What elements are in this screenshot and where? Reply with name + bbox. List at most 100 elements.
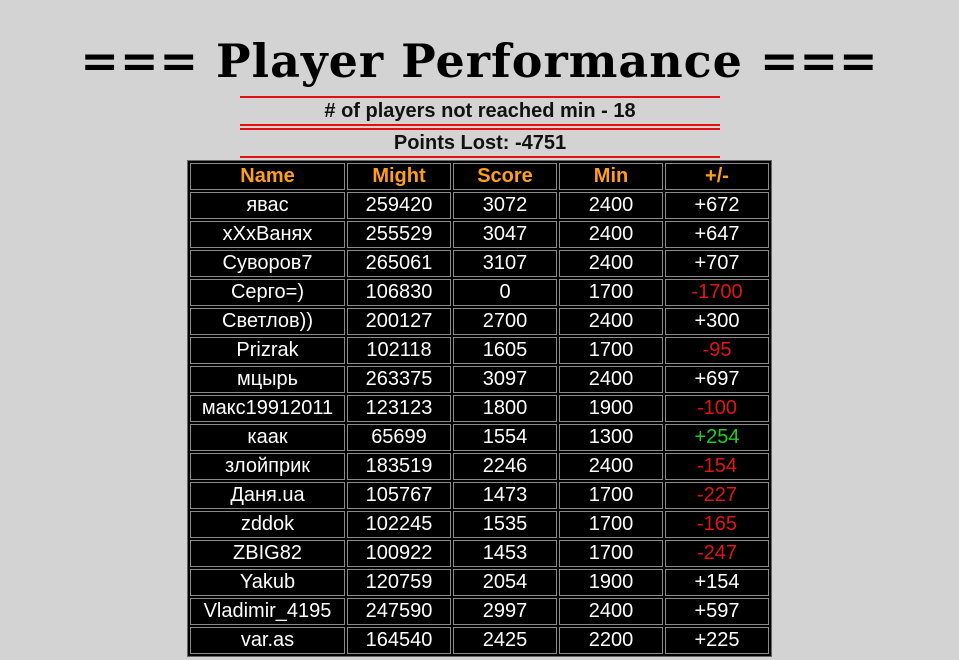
cell-name: zddok [190, 511, 345, 538]
cell-score: 2246 [453, 453, 557, 480]
cell-name: Vladimir_4195 [190, 598, 345, 625]
cell-name: Даня.ua [190, 482, 345, 509]
cell-diff: +597 [665, 598, 769, 625]
table-row: ZBIG82 100922 1453 1700 -247 [190, 540, 769, 567]
cell-diff: +697 [665, 366, 769, 393]
cell-might: 102118 [347, 337, 451, 364]
cell-name: макс19912011 [190, 395, 345, 422]
cell-min: 1300 [559, 424, 663, 451]
cell-min: 1900 [559, 569, 663, 596]
table-row: Prizrak 102118 1605 1700 -95 [190, 337, 769, 364]
cell-might: 200127 [347, 308, 451, 335]
cell-min: 1700 [559, 279, 663, 306]
column-header-min: Min [559, 163, 663, 190]
table-row: явас 259420 3072 2400 +672 [190, 192, 769, 219]
cell-min: 2400 [559, 308, 663, 335]
cell-min: 1700 [559, 540, 663, 567]
cell-min: 2200 [559, 627, 663, 654]
cell-name: Суворов7 [190, 250, 345, 277]
cell-might: 105767 [347, 482, 451, 509]
cell-score: 1554 [453, 424, 557, 451]
table-row: Серго=) 106830 0 1700 -1700 [190, 279, 769, 306]
cell-diff: -154 [665, 453, 769, 480]
cell-score: 3072 [453, 192, 557, 219]
cell-might: 164540 [347, 627, 451, 654]
cell-might: 123123 [347, 395, 451, 422]
cell-diff: -95 [665, 337, 769, 364]
table-row: макс19912011 123123 1800 1900 -100 [190, 395, 769, 422]
cell-score: 1800 [453, 395, 557, 422]
cell-might: 120759 [347, 569, 451, 596]
table-row: каак 65699 1554 1300 +254 [190, 424, 769, 451]
cell-diff: -247 [665, 540, 769, 567]
column-header-might: Might [347, 163, 451, 190]
table-row: var.as 164540 2425 2200 +225 [190, 627, 769, 654]
cell-might: 183519 [347, 453, 451, 480]
cell-name: мцырь [190, 366, 345, 393]
table-row: zddok 102245 1535 1700 -165 [190, 511, 769, 538]
table-body: явас 259420 3072 2400 +672 xXxВанях 255529 3047… [190, 192, 769, 654]
table-row: злойприк 183519 2246 2400 -154 [190, 453, 769, 480]
cell-diff: +225 [665, 627, 769, 654]
cell-diff: +300 [665, 308, 769, 335]
cell-diff: +707 [665, 250, 769, 277]
cell-name: каак [190, 424, 345, 451]
cell-min: 1700 [559, 337, 663, 364]
table-row: мцырь 263375 3097 2400 +697 [190, 366, 769, 393]
player-performance-table: Name Might Score Min +/- явас 259420 3072 2… [187, 160, 772, 657]
cell-diff: -100 [665, 395, 769, 422]
cell-min: 2400 [559, 598, 663, 625]
column-header-diff: +/- [665, 163, 769, 190]
cell-name: ZBIG82 [190, 540, 345, 567]
table-row: Yakub 120759 2054 1900 +154 [190, 569, 769, 596]
cell-might: 65699 [347, 424, 451, 451]
cell-might: 259420 [347, 192, 451, 219]
cell-score: 1605 [453, 337, 557, 364]
cell-score: 1473 [453, 482, 557, 509]
table-row: Vladimir_4195 247590 2997 2400 +597 [190, 598, 769, 625]
cell-diff: -1700 [665, 279, 769, 306]
cell-name: xXxВанях [190, 221, 345, 248]
players-not-reached-min: # of players not reached min - 18 [240, 96, 720, 126]
cell-min: 2400 [559, 250, 663, 277]
cell-might: 102245 [347, 511, 451, 538]
cell-score: 1535 [453, 511, 557, 538]
cell-diff: +254 [665, 424, 769, 451]
table-row: Суворов7 265061 3107 2400 +707 [190, 250, 769, 277]
table-header-row: Name Might Score Min +/- [190, 163, 769, 190]
page-title: === Player Performance === [80, 34, 879, 88]
cell-score: 1453 [453, 540, 557, 567]
cell-min: 2400 [559, 453, 663, 480]
table-row: Даня.ua 105767 1473 1700 -227 [190, 482, 769, 509]
cell-min: 2400 [559, 366, 663, 393]
points-lost: Points Lost: -4751 [240, 128, 720, 158]
cell-score: 2425 [453, 627, 557, 654]
cell-min: 2400 [559, 221, 663, 248]
cell-might: 255529 [347, 221, 451, 248]
cell-name: Серго=) [190, 279, 345, 306]
cell-name: злойприк [190, 453, 345, 480]
cell-score: 3047 [453, 221, 557, 248]
cell-might: 100922 [347, 540, 451, 567]
cell-min: 1700 [559, 511, 663, 538]
column-header-score: Score [453, 163, 557, 190]
cell-diff: +672 [665, 192, 769, 219]
cell-score: 3107 [453, 250, 557, 277]
table-row: Светлов)) 200127 2700 2400 +300 [190, 308, 769, 335]
cell-name: var.as [190, 627, 345, 654]
table-row: xXxВанях 255529 3047 2400 +647 [190, 221, 769, 248]
cell-name: Светлов)) [190, 308, 345, 335]
cell-score: 2700 [453, 308, 557, 335]
cell-diff: -165 [665, 511, 769, 538]
cell-min: 2400 [559, 192, 663, 219]
cell-diff: -227 [665, 482, 769, 509]
cell-diff: +647 [665, 221, 769, 248]
cell-diff: +154 [665, 569, 769, 596]
cell-score: 2054 [453, 569, 557, 596]
cell-might: 265061 [347, 250, 451, 277]
cell-score: 2997 [453, 598, 557, 625]
cell-min: 1900 [559, 395, 663, 422]
cell-might: 263375 [347, 366, 451, 393]
column-header-name: Name [190, 163, 345, 190]
